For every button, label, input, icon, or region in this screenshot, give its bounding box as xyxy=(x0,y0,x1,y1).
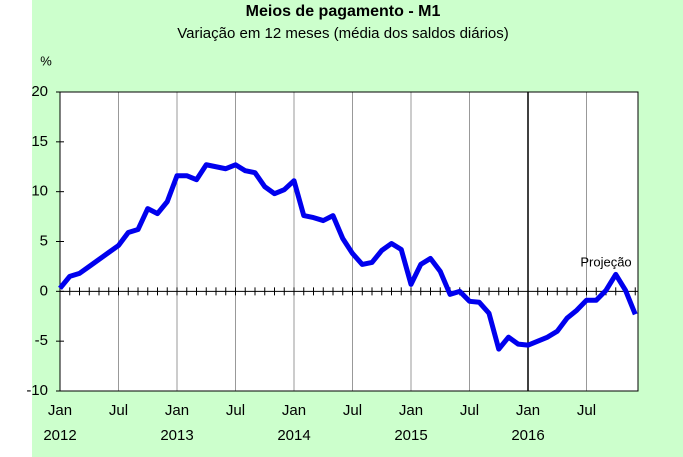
x-tick-label: Jul xyxy=(460,402,479,419)
plot-border xyxy=(59,91,639,392)
data-line xyxy=(58,162,638,352)
chart-title: Meios de pagamento - M1 xyxy=(246,3,441,20)
x-tick-label: Jul xyxy=(577,402,596,419)
plot-area xyxy=(60,92,638,391)
x-tick-label: Jul xyxy=(226,402,245,419)
x-tick-label: Jan xyxy=(282,402,306,419)
y-tick-label: 5 xyxy=(40,232,48,249)
x-year-label: 2013 xyxy=(160,427,193,444)
x-tick-label: Jan xyxy=(516,402,540,419)
y-tick-label: -10 xyxy=(26,382,48,399)
y-tick-label: 0 xyxy=(40,282,48,299)
x-tick-label: Jan xyxy=(399,402,423,419)
y-axis-label: % xyxy=(40,53,52,68)
chart-subtitle: Variação em 12 meses (média dos saldos d… xyxy=(177,25,509,42)
y-tick-label: -5 xyxy=(35,332,48,349)
x-year-label: 2012 xyxy=(43,427,76,444)
x-tick-label: Jul xyxy=(109,402,128,419)
y-tick-label: 10 xyxy=(31,183,48,200)
y-tick-label: 15 xyxy=(31,133,48,150)
annotation: Projeção xyxy=(580,254,631,269)
x-year-label: 2016 xyxy=(511,427,544,444)
x-tick-label: Jan xyxy=(48,402,72,419)
x-year-label: 2014 xyxy=(277,427,310,444)
x-tick-label: Jul xyxy=(343,402,362,419)
x-year-label: 2015 xyxy=(394,427,427,444)
y-tick-label: 20 xyxy=(31,83,48,100)
x-tick-label: Jan xyxy=(165,402,189,419)
